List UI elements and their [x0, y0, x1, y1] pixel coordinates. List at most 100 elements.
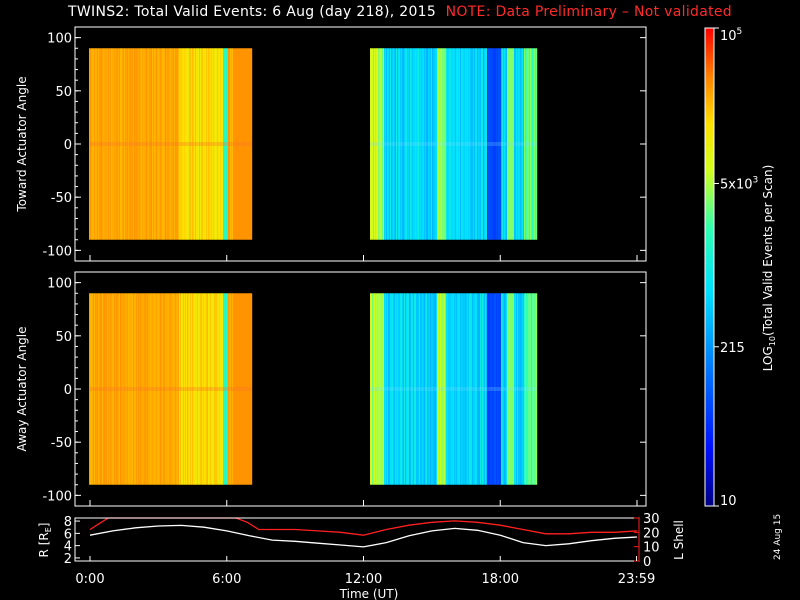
heat-column — [382, 48, 384, 240]
heat-column — [126, 293, 128, 485]
heat-column — [398, 293, 400, 485]
heat-column — [467, 293, 469, 485]
heat-column — [139, 293, 141, 485]
heat-column — [169, 293, 171, 485]
heat-column — [519, 48, 521, 240]
heat-column — [99, 293, 101, 485]
heat-column — [452, 48, 454, 240]
heat-column — [531, 293, 533, 485]
heat-column — [117, 48, 119, 240]
heat-column — [229, 48, 231, 240]
heat-column — [107, 293, 109, 485]
heat-column — [153, 48, 155, 240]
heat-column — [527, 293, 529, 485]
heat-column — [449, 48, 451, 240]
heat-column — [218, 48, 220, 240]
toward-angle-panel: 100 50 0 -50 -100 Toward Actuator Angle — [15, 26, 647, 262]
heat-column — [251, 293, 253, 485]
heat-column — [520, 48, 522, 240]
heat-column — [198, 293, 200, 485]
heat-column — [436, 48, 438, 240]
heat-column — [481, 293, 483, 485]
heat-column — [433, 293, 435, 485]
heat-column — [163, 48, 165, 240]
heat-column — [422, 293, 424, 485]
heat-column — [402, 48, 404, 240]
heat-column — [93, 48, 95, 240]
heat-column — [200, 293, 202, 485]
heat-column — [102, 293, 104, 485]
heat-column — [382, 293, 384, 485]
l-shell-axis-label: L Shell — [672, 520, 686, 560]
heat-column — [176, 293, 178, 485]
heat-column — [446, 293, 448, 485]
y-tick-label: -50 — [51, 436, 72, 451]
heat-column — [132, 293, 134, 485]
heat-column — [407, 293, 409, 485]
r-tick-label: 2 — [64, 552, 72, 567]
heat-column — [124, 48, 126, 240]
heat-column — [431, 293, 433, 485]
heat-column — [195, 293, 197, 485]
heat-column — [224, 293, 226, 485]
heat-column — [462, 48, 464, 240]
heat-column — [213, 48, 215, 240]
r-tick-label: 8 — [64, 515, 72, 530]
heat-column — [384, 48, 386, 240]
heat-column — [410, 48, 412, 240]
heat-column — [179, 293, 181, 485]
heat-column — [458, 48, 460, 240]
heat-column — [389, 293, 391, 485]
heat-column — [240, 48, 242, 240]
heat-column — [509, 48, 511, 240]
heat-column — [159, 293, 161, 485]
heat-column — [136, 293, 138, 485]
heat-column — [215, 293, 217, 485]
heat-column — [96, 48, 98, 240]
heat-column — [221, 293, 223, 485]
x-tick-label: 23:59 — [618, 572, 655, 587]
heat-column — [217, 293, 219, 485]
heat-column — [443, 293, 445, 485]
heat-column — [388, 48, 390, 240]
heat-column — [251, 48, 253, 240]
heat-column — [113, 48, 115, 240]
heat-column — [383, 293, 385, 485]
heat-column — [156, 48, 158, 240]
heat-column — [376, 293, 378, 485]
heat-column — [96, 293, 98, 485]
heat-column — [99, 48, 101, 240]
heat-column — [492, 293, 494, 485]
heat-column — [143, 48, 145, 240]
heat-column — [427, 293, 429, 485]
heat-column — [510, 48, 512, 240]
heat-column — [421, 48, 423, 240]
l-shell-tick-label: 20 — [643, 526, 660, 541]
heat-column — [473, 293, 475, 485]
heat-column — [104, 293, 106, 485]
heat-column — [172, 48, 174, 240]
heat-column — [201, 293, 203, 485]
heat-column — [98, 293, 100, 485]
heat-column — [407, 48, 409, 240]
heat-column — [421, 293, 423, 485]
heat-column — [133, 293, 135, 485]
tick-mantissa: 5x — [720, 177, 736, 192]
heat-column — [175, 48, 177, 240]
heat-column — [454, 48, 456, 240]
heat-column — [120, 48, 122, 240]
heat-column — [525, 293, 527, 485]
heat-column — [451, 48, 453, 240]
heat-column — [423, 293, 425, 485]
orbit-panel-frame — [74, 517, 640, 562]
heat-column — [386, 48, 388, 240]
heat-column — [412, 293, 414, 485]
heat-column — [444, 48, 446, 240]
heat-column — [200, 48, 202, 240]
heat-column — [457, 293, 459, 485]
r-label-main: R [R — [37, 532, 51, 557]
heat-column — [206, 48, 208, 240]
heat-column — [232, 48, 234, 240]
heat-column — [456, 293, 458, 485]
